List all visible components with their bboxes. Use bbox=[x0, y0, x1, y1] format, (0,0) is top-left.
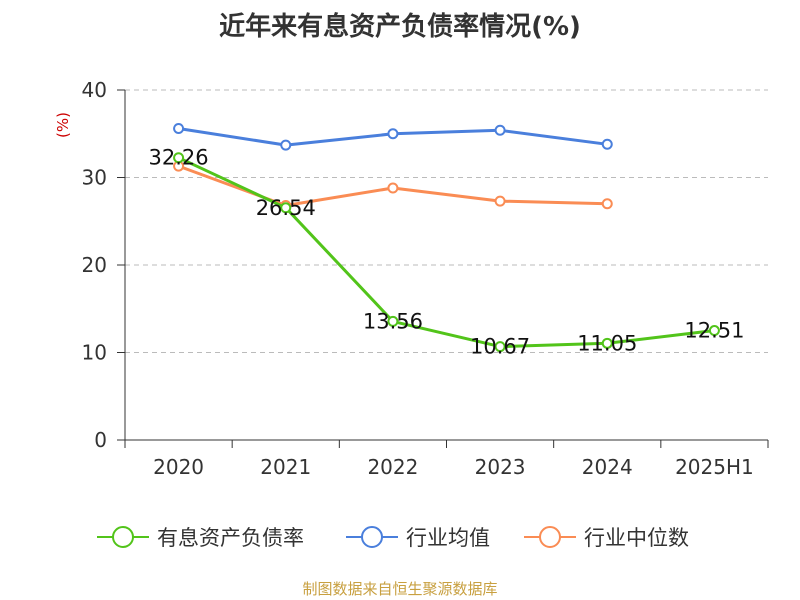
data-labels: 32.26 26.54 13.56 10.67 11.05 12.51 bbox=[149, 146, 745, 359]
x-tick-label: 2021 bbox=[260, 455, 311, 479]
data-label: 10.67 bbox=[470, 335, 530, 359]
series-point bbox=[280, 139, 292, 151]
legend: 有息资产负债率 行业均值 行业中位数 bbox=[97, 526, 689, 550]
series-point bbox=[280, 202, 292, 214]
series-point bbox=[494, 195, 506, 207]
series-point bbox=[494, 124, 506, 136]
x-tick-label: 2024 bbox=[582, 455, 633, 479]
legend-label: 行业中位数 bbox=[584, 526, 689, 550]
series-point bbox=[708, 325, 720, 337]
data-label: 12.51 bbox=[684, 319, 744, 343]
series-point bbox=[173, 123, 185, 134]
x-tick-label: 2020 bbox=[153, 455, 204, 479]
legend-marker bbox=[539, 526, 561, 548]
legend-marker bbox=[361, 526, 383, 548]
y-tick-label: 20 bbox=[82, 253, 107, 277]
x-tick-label: 2022 bbox=[367, 455, 418, 479]
series-point bbox=[601, 138, 613, 150]
legend-label: 有息资产负债率 bbox=[157, 526, 304, 550]
source-note: 制图数据来自恒生聚源数据库 bbox=[302, 580, 498, 598]
series-lines bbox=[173, 123, 720, 353]
series-point bbox=[387, 128, 399, 140]
data-label: 11.05 bbox=[577, 331, 637, 355]
y-axis-label: (%) bbox=[54, 112, 72, 138]
data-label: 26.54 bbox=[256, 196, 316, 220]
legend-label: 行业均值 bbox=[406, 526, 490, 550]
series-point bbox=[173, 152, 185, 164]
axes: 0 10 20 30 40 2020 2021 2022 2023 2024 2025H1 (%) bbox=[54, 78, 769, 479]
y-tick-label: 30 bbox=[82, 166, 107, 190]
series-point bbox=[387, 182, 399, 194]
series-line bbox=[177, 156, 715, 349]
legend-marker bbox=[112, 526, 134, 548]
series-point bbox=[494, 341, 506, 353]
x-tick-label: 2023 bbox=[475, 455, 526, 479]
series-point bbox=[601, 198, 613, 210]
grid-lines bbox=[125, 89, 768, 353]
y-tick-label: 10 bbox=[82, 341, 107, 365]
chart-title: 近年来有息资产负债率情况(%) bbox=[219, 12, 581, 42]
y-tick-label: 0 bbox=[94, 428, 107, 452]
data-label: 32.26 bbox=[149, 146, 209, 170]
data-label: 13.56 bbox=[363, 309, 423, 333]
series-point bbox=[601, 337, 613, 349]
series-point bbox=[387, 315, 399, 327]
y-tick-label: 40 bbox=[82, 78, 107, 102]
x-tick-label: 2025H1 bbox=[675, 455, 754, 479]
